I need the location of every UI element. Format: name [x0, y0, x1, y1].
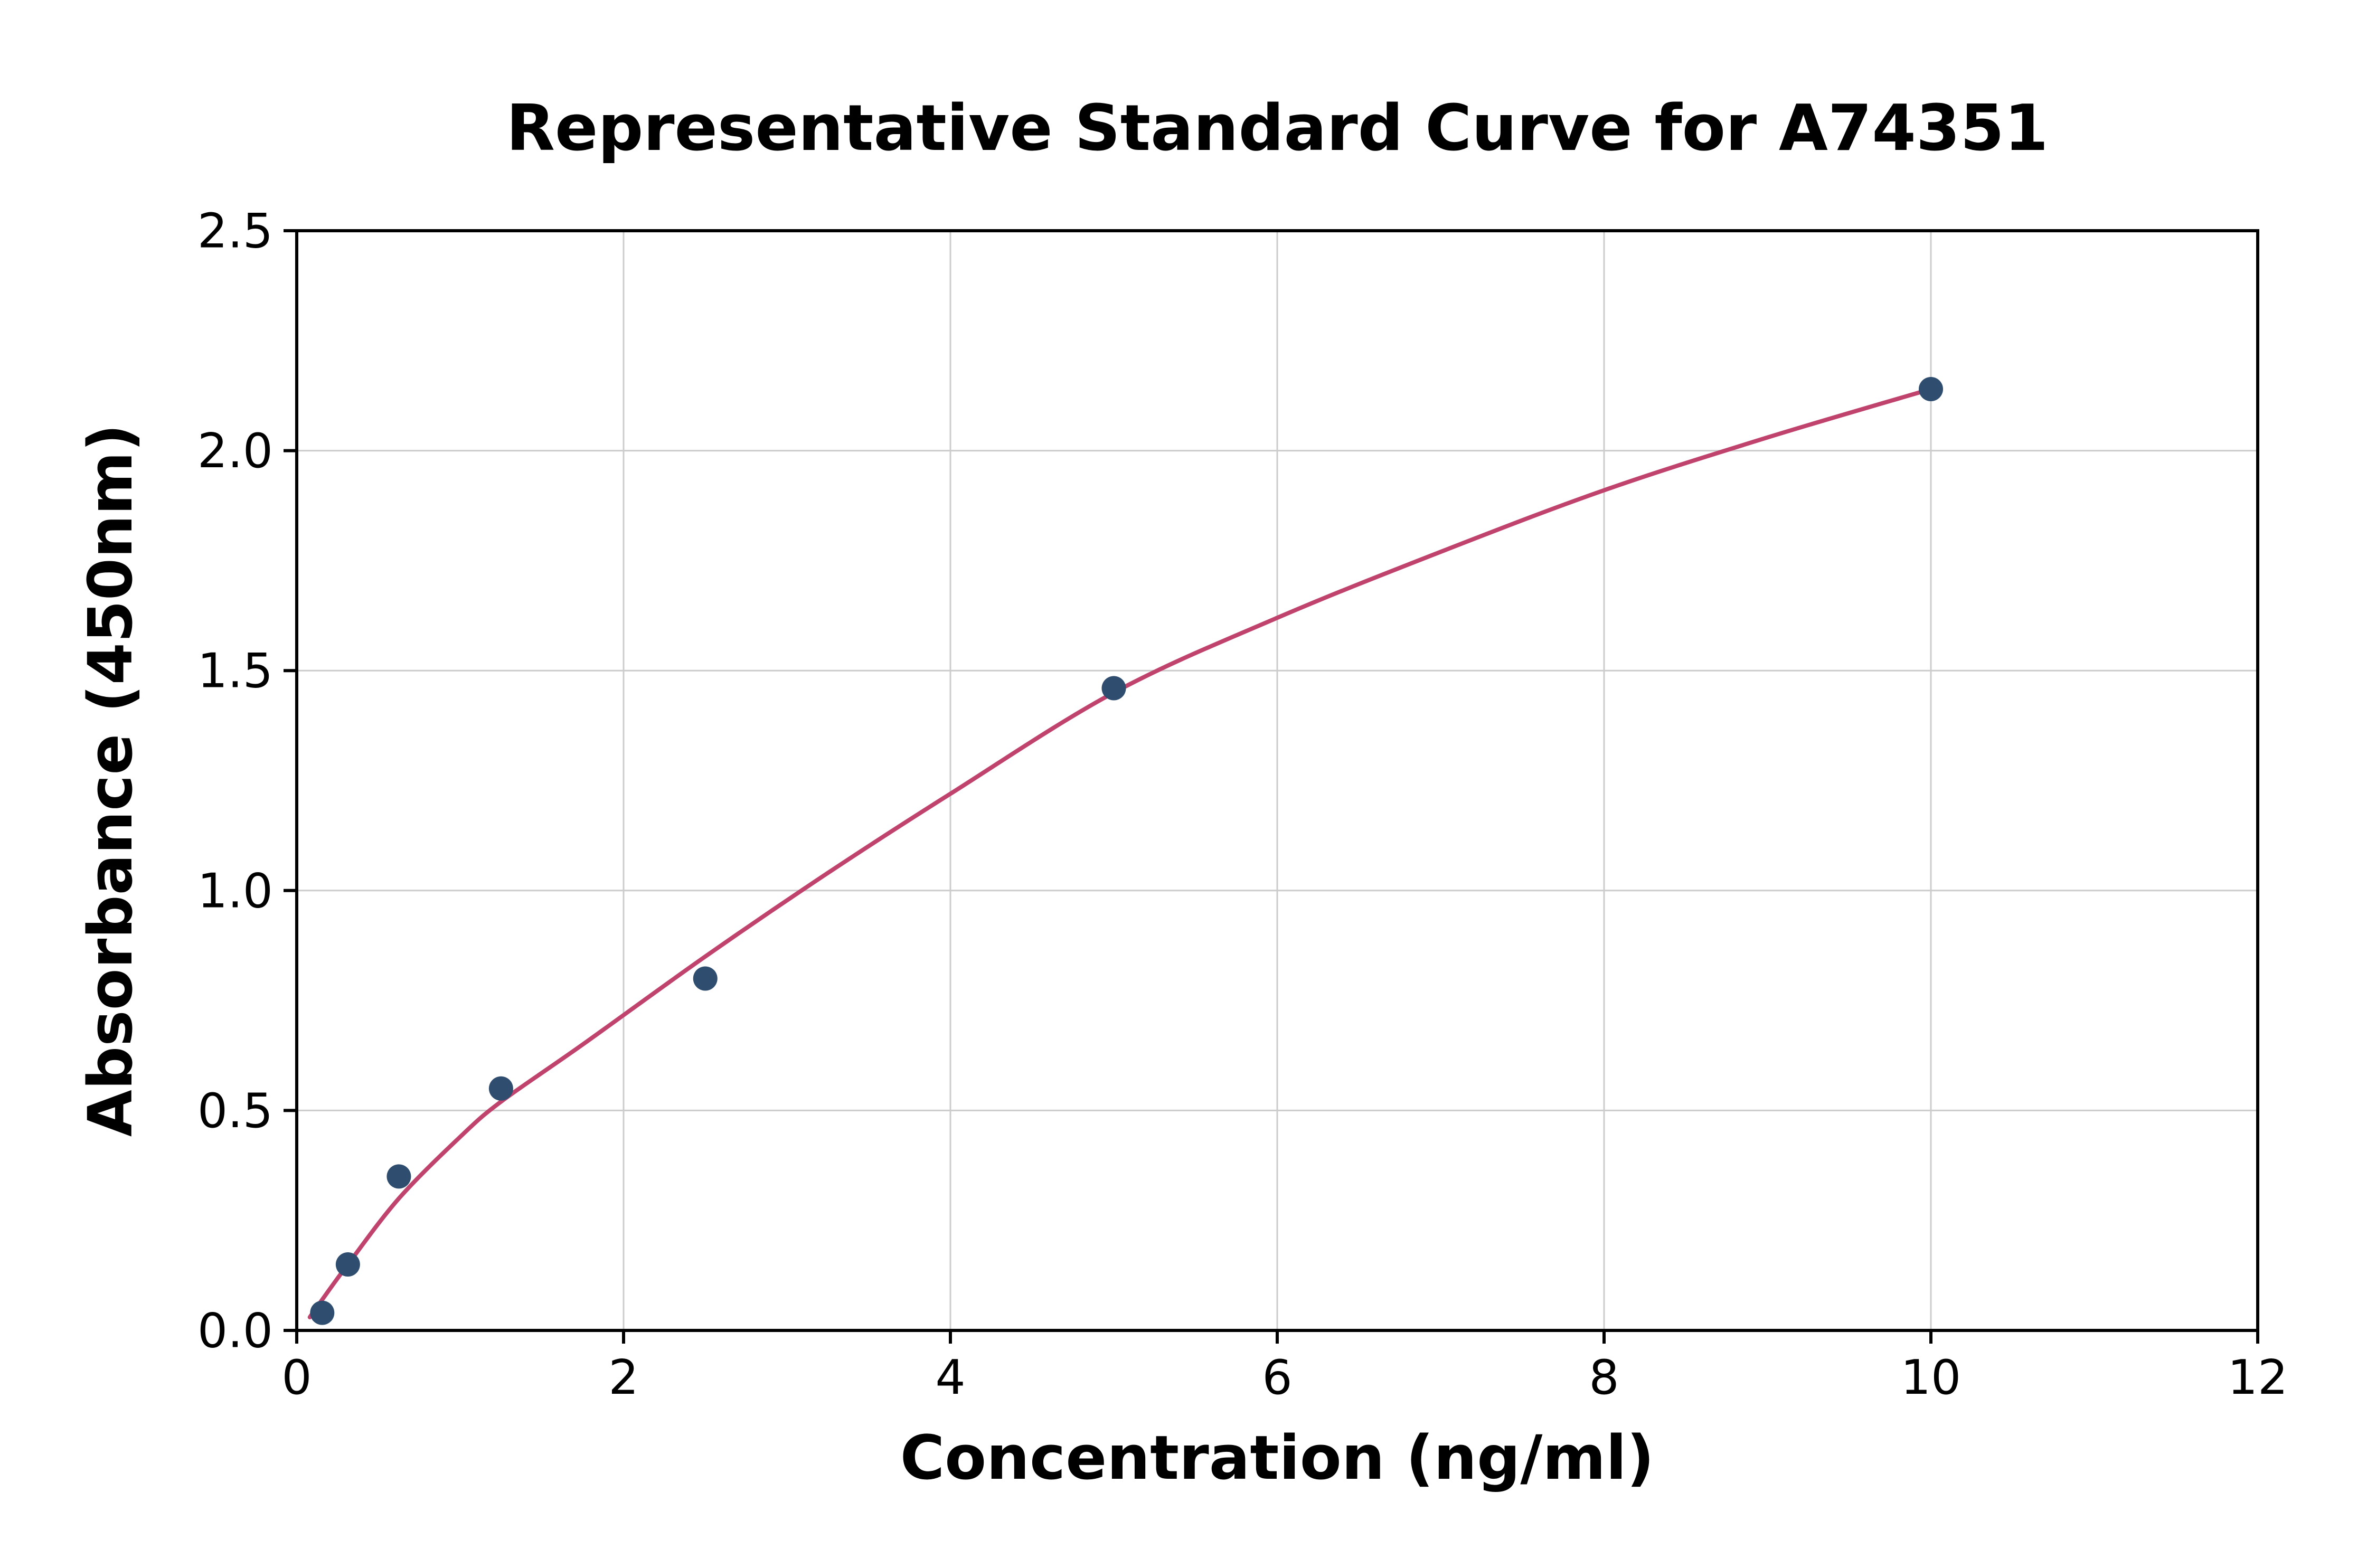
data-point [1919, 376, 1943, 401]
x-tick-label: 0 [281, 1350, 312, 1405]
data-point [488, 1076, 513, 1101]
x-axis-label: Concentration (ng/ml) [900, 1423, 1655, 1494]
x-tick-label: 6 [1262, 1350, 1292, 1405]
data-point [310, 1300, 335, 1325]
data-point [1101, 676, 1126, 701]
y-axis-label: Absorbance (450nm) [76, 423, 146, 1137]
data-point [693, 966, 718, 991]
chart-title: Representative Standard Curve for A74351 [506, 92, 2049, 165]
y-tick-label: 0.0 [197, 1303, 273, 1359]
x-tick-label: 12 [2228, 1350, 2288, 1405]
data-point [335, 1252, 360, 1277]
y-tick-label: 1.0 [197, 863, 273, 919]
x-tick-label: 4 [935, 1350, 965, 1405]
x-tick-label: 2 [608, 1350, 638, 1405]
y-tick-label: 1.5 [197, 644, 273, 699]
plot-border [295, 229, 2259, 1332]
x-tick-label: 10 [1901, 1350, 1962, 1405]
data-point [386, 1164, 411, 1189]
y-tick-label: 2.5 [197, 204, 273, 259]
fit-curve [307, 386, 1933, 1319]
y-tick-label: 2.0 [197, 423, 273, 479]
y-tick-label: 0.5 [197, 1083, 273, 1139]
x-tick-label: 8 [1589, 1350, 1619, 1405]
